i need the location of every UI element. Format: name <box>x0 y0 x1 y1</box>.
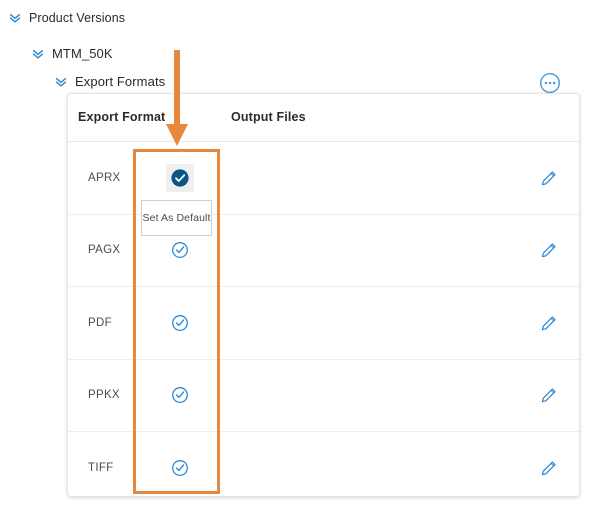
export-formats-table: Export Format Output Files APRX PAGX <box>67 93 580 497</box>
tree-item-export-formats[interactable]: Export Formats <box>54 74 165 89</box>
set-as-default-button[interactable] <box>166 309 194 337</box>
pencil-icon <box>541 461 556 475</box>
cell-export-format: TIFF <box>88 461 114 474</box>
table-row: PAGX <box>68 215 579 287</box>
set-as-default-button[interactable] <box>166 454 194 482</box>
set-as-default-button[interactable] <box>166 163 194 192</box>
edit-row-button[interactable] <box>539 240 559 260</box>
check-circle-outline-icon <box>172 242 188 259</box>
check-circle-filled-icon <box>171 169 189 187</box>
table-row: PDF <box>68 287 579 360</box>
check-circle-outline-icon <box>172 387 188 404</box>
pencil-icon <box>541 388 556 403</box>
tree-item-label: Product Versions <box>29 11 126 25</box>
check-circle-outline-icon <box>172 459 188 476</box>
edit-row-button[interactable] <box>539 168 559 188</box>
ellipsis-circle-icon <box>539 72 561 94</box>
column-header-export-format: Export Format <box>78 110 166 124</box>
edit-row-button[interactable] <box>539 385 559 405</box>
check-circle-outline-icon <box>172 314 188 331</box>
set-as-default-tooltip: Set As Default <box>141 200 212 236</box>
chevron-double-down-icon[interactable] <box>8 11 22 25</box>
pencil-icon <box>541 243 556 258</box>
more-options-button[interactable] <box>539 72 561 94</box>
tree-item-mtm-50k[interactable]: MTM_50K <box>31 46 113 61</box>
tree-item-product-versions[interactable]: Product Versions <box>8 11 125 25</box>
table-row: PPKX <box>68 360 579 432</box>
pencil-icon <box>541 171 556 185</box>
set-as-default-button[interactable] <box>166 381 194 409</box>
pencil-icon <box>541 316 556 330</box>
tree-item-label: MTM_50K <box>52 46 113 61</box>
set-as-default-button[interactable] <box>166 236 194 264</box>
table-row: TIFF <box>68 432 579 496</box>
edit-row-button[interactable] <box>539 458 559 478</box>
cell-export-format: PPKX <box>88 389 120 402</box>
chevron-double-down-icon[interactable] <box>54 75 68 89</box>
cell-export-format: APRX <box>88 171 121 184</box>
table-row: APRX <box>68 142 579 215</box>
cell-export-format: PDF <box>88 316 112 329</box>
edit-row-button[interactable] <box>539 313 559 333</box>
table-header-row: Export Format Output Files <box>68 94 579 142</box>
tree-item-label: Export Formats <box>75 74 166 89</box>
cell-export-format: PAGX <box>88 244 121 257</box>
chevron-double-down-icon[interactable] <box>31 47 45 61</box>
column-header-output-files: Output Files <box>231 110 306 124</box>
